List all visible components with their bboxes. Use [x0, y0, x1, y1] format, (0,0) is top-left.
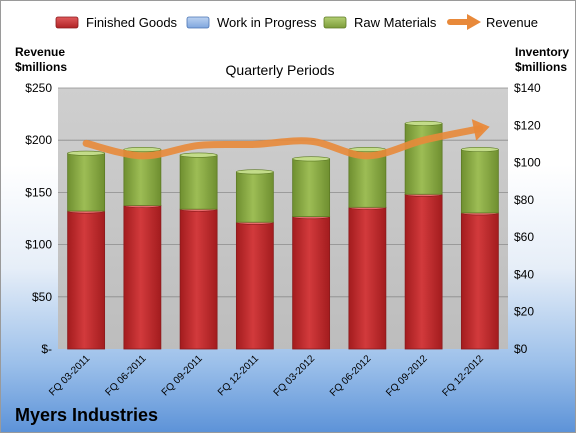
bar-cap-raw-materials	[236, 169, 274, 175]
bar-cap-raw-materials	[179, 152, 218, 158]
left-tick-label: $200	[25, 133, 52, 147]
right-axis-title-line1: Inventory	[515, 45, 569, 59]
bar-finished-goods	[179, 208, 218, 350]
legend-swatch-finished-goods	[55, 16, 79, 29]
x-tick-label: FQ 09-2011	[160, 353, 205, 398]
left-tick-label: $50	[32, 290, 52, 304]
left-tick-label: $100	[25, 238, 52, 252]
left-tick-label: $250	[25, 81, 52, 95]
bar-finished-goods	[235, 221, 274, 350]
legend: Finished Goods Work in Progress Raw Mate…	[55, 14, 538, 30]
bar-finished-goods	[292, 216, 331, 350]
bar-finished-goods	[460, 212, 499, 350]
right-axis-ticks: $0 $20 $40 $60 $80 $100 $120 $140	[514, 81, 541, 356]
right-tick-label: $0	[514, 342, 528, 356]
bar-finished-goods	[67, 210, 106, 350]
bar-raw-materials	[292, 158, 331, 218]
revenue-line	[82, 119, 490, 160]
bar-finished-goods	[348, 206, 387, 350]
chart-subtitle: Quarterly Periods	[226, 62, 335, 78]
left-tick-label: $150	[25, 185, 52, 199]
x-tick-label: FQ 06-2012	[328, 353, 374, 399]
left-axis-title-line1: Revenue	[15, 45, 65, 59]
left-tick-label: $-	[41, 342, 52, 356]
right-tick-label: $140	[514, 81, 541, 95]
bar-finished-goods	[404, 193, 443, 350]
x-tick-label: FQ 12-2012	[440, 353, 486, 399]
bar-cap-raw-materials	[67, 150, 105, 156]
x-axis-ticks: FQ 03-2011 FQ 06-2011 FQ 09-2011 FQ 12-2011…	[47, 353, 486, 399]
x-tick-label: FQ 03-2011	[47, 353, 92, 398]
legend-arrow-icon	[467, 14, 481, 30]
right-tick-label: $120	[514, 118, 541, 132]
bar-cap-raw-materials	[123, 147, 162, 153]
revenue-arrowhead-icon	[471, 119, 490, 141]
legend-swatch-work-in-progress	[186, 16, 210, 29]
bar-cap-raw-materials	[404, 120, 443, 126]
bar-raw-materials	[179, 154, 218, 210]
left-axis-ticks: $- $50 $100 $150 $200 $250	[25, 81, 52, 356]
bar-raw-materials	[235, 171, 274, 223]
bar-raw-materials	[67, 152, 106, 212]
x-tick-label: FQ 03-2012	[272, 353, 318, 399]
right-axis-title-line2: $millions	[515, 60, 567, 74]
bar-raw-materials	[460, 149, 499, 214]
bar-cap-raw-materials	[292, 156, 330, 162]
legend-label-work-in-progress: Work in Progress	[217, 15, 317, 30]
right-tick-label: $60	[514, 230, 534, 244]
legend-swatch-raw-materials	[323, 16, 347, 29]
bar-finished-goods	[123, 205, 162, 350]
x-tick-label: FQ 06-2011	[104, 353, 149, 398]
left-axis-title-line2: $millions	[15, 60, 67, 74]
legend-label-revenue: Revenue	[486, 15, 538, 30]
bars	[67, 120, 499, 350]
legend-label-raw-materials: Raw Materials	[354, 15, 437, 30]
x-tick-label: FQ 09-2012	[384, 353, 430, 399]
right-tick-label: $80	[514, 193, 534, 207]
revenue-series-line	[82, 125, 484, 160]
right-tick-label: $40	[514, 267, 534, 281]
right-tick-label: $100	[514, 156, 541, 170]
legend-label-finished-goods: Finished Goods	[86, 15, 178, 30]
bar-cap-raw-materials	[461, 147, 499, 153]
right-tick-label: $20	[514, 305, 534, 319]
company-name: Myers Industries	[15, 405, 158, 425]
x-tick-label: FQ 12-2011	[216, 353, 261, 398]
